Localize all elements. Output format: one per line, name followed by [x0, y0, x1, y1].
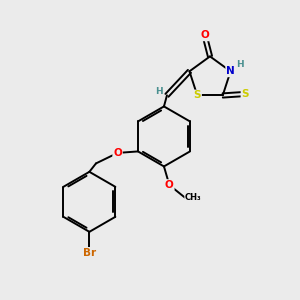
Text: H: H: [155, 87, 162, 96]
Text: CH₃: CH₃: [185, 193, 202, 202]
Text: N: N: [226, 66, 235, 76]
Text: H: H: [236, 60, 244, 69]
Text: Br: Br: [83, 248, 96, 258]
Text: O: O: [165, 180, 174, 190]
Text: S: S: [242, 89, 249, 99]
Text: S: S: [194, 91, 201, 100]
Text: O: O: [200, 30, 209, 40]
Text: O: O: [113, 148, 122, 158]
